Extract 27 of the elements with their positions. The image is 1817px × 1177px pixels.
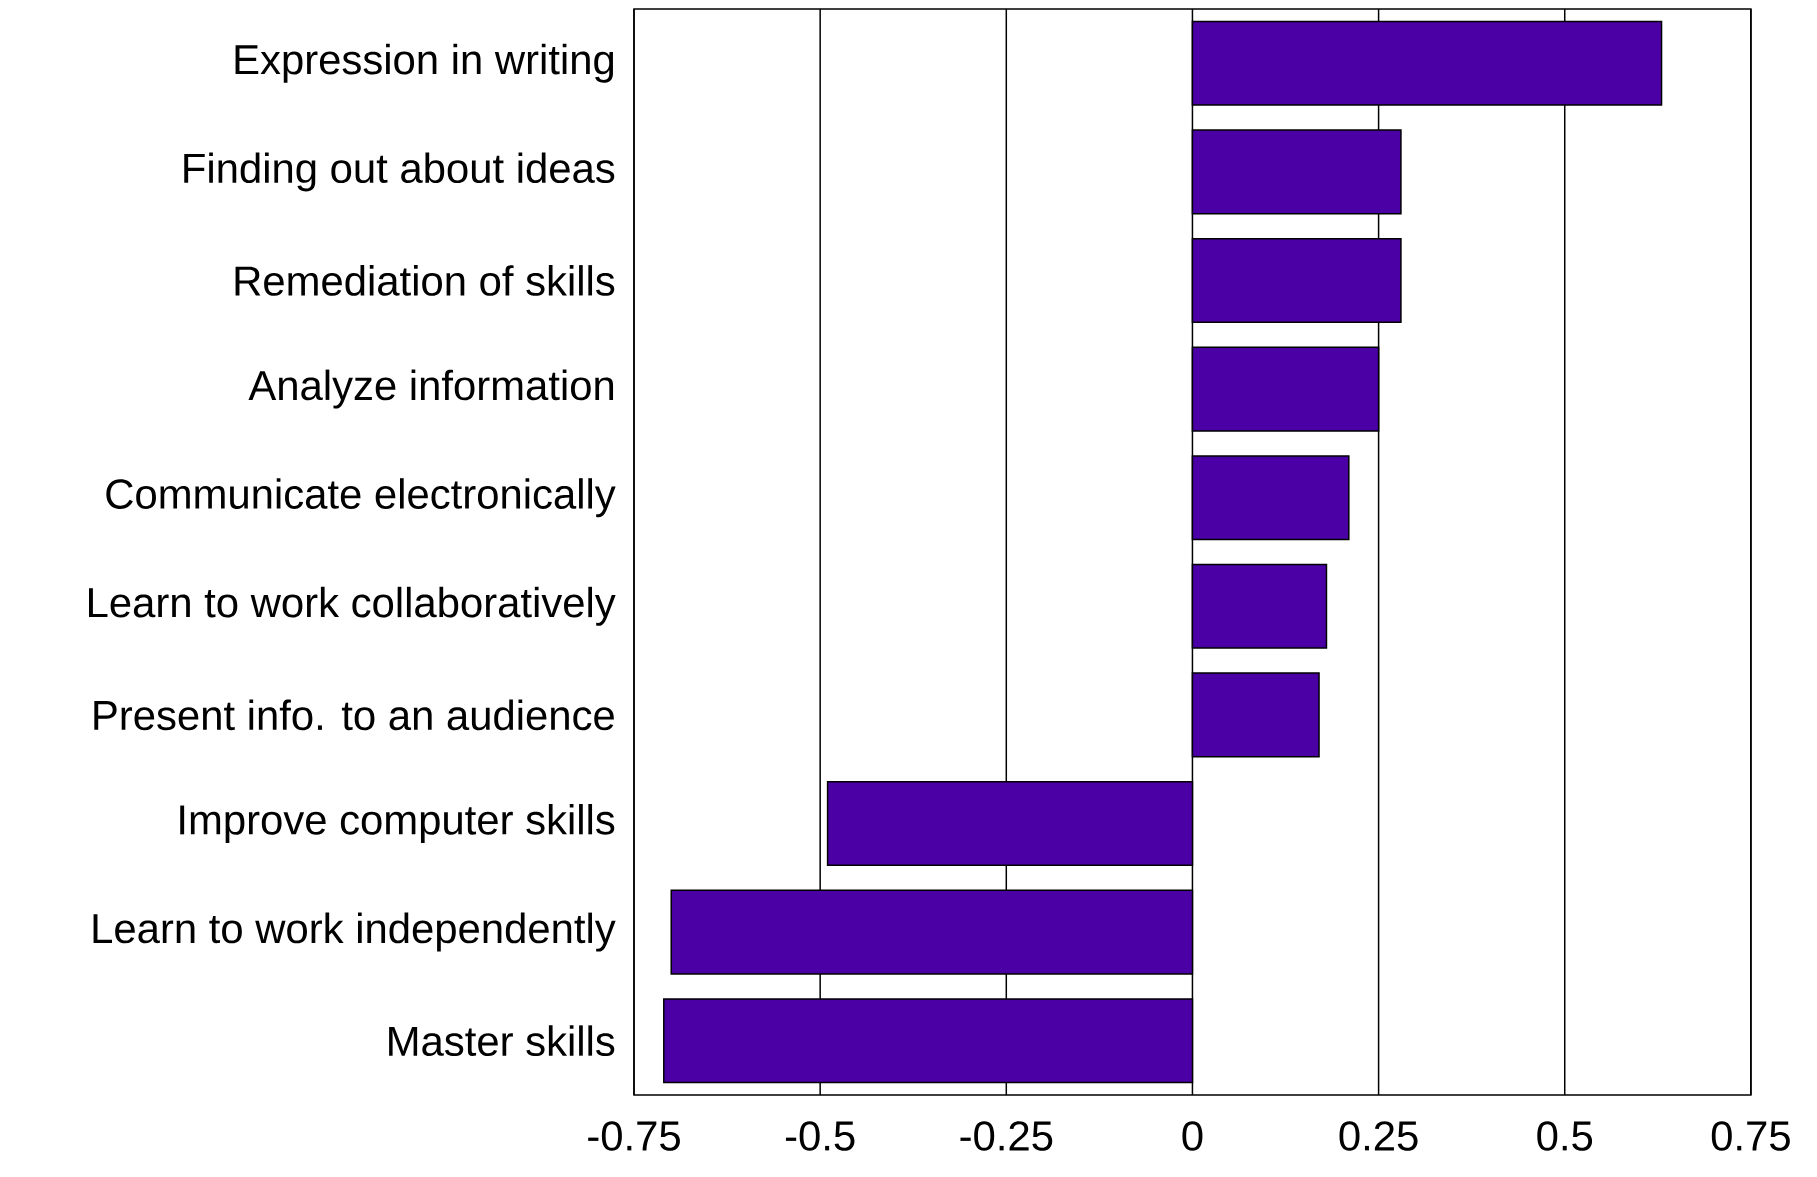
x-tick-label: -0.5 (785, 1121, 855, 1151)
x-tick-label: 0.25 (1339, 1121, 1418, 1151)
x-tick-label: 0.5 (1537, 1121, 1593, 1151)
y-tick-label: Remediation of skills (235, 265, 615, 296)
x-tick-label: -0.25 (960, 1121, 1053, 1151)
bar (1191, 129, 1402, 215)
bar (1191, 455, 1350, 541)
bar (826, 780, 1194, 867)
y-tick-label: Finding out about ideas (184, 152, 615, 192)
x-tick-label: 0 (1182, 1121, 1203, 1151)
y-tick-label: Analyze information (248, 369, 614, 409)
bar (1191, 563, 1328, 649)
bar (1191, 20, 1663, 106)
y-tick-label: Improve computer skills (180, 804, 615, 844)
bar (1191, 672, 1320, 758)
x-tick-label: 0.75 (1711, 1121, 1790, 1151)
y-tick-label: Present info. to an audience (94, 699, 614, 731)
y-tick-label: Expression in writing (235, 43, 614, 83)
y-tick-label: Master skills (389, 1025, 615, 1057)
y-tick-label: Learn to work independently (93, 912, 616, 952)
bar (670, 889, 1194, 975)
bar (1191, 346, 1380, 432)
x-tick-label: -0.75 (588, 1121, 680, 1151)
bar (1191, 237, 1402, 324)
y-tick-label: Communicate electronically (106, 478, 616, 518)
bar (663, 998, 1194, 1084)
y-tick-label: Learn to work collaboratively (89, 586, 616, 626)
